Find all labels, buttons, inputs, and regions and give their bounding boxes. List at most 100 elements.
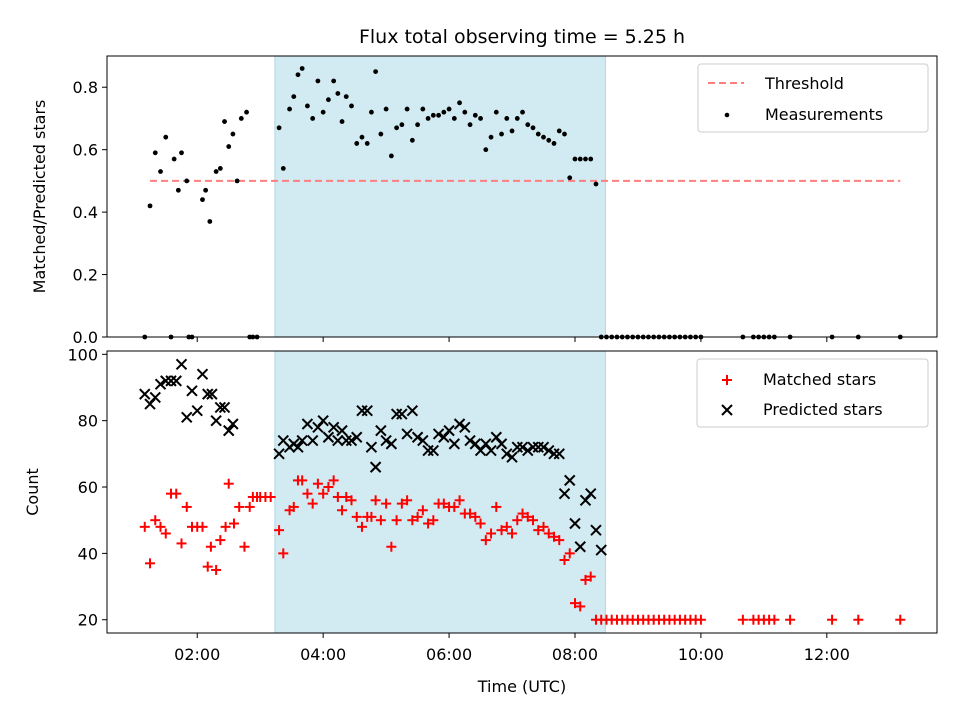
matched-star-point	[533, 525, 544, 536]
matched-star-point	[328, 475, 339, 486]
predicted-star-point	[448, 438, 461, 450]
predicted-star-point-b	[485, 444, 497, 457]
matched-star-point	[543, 528, 554, 539]
measurement-point	[530, 125, 536, 131]
y-tick-label: 40	[78, 544, 98, 563]
predicted-star-point-b	[340, 434, 352, 447]
matched-star-point	[402, 495, 413, 506]
measurement-point	[326, 97, 331, 103]
matched-star-point	[507, 528, 518, 539]
y-tick-label: 100	[67, 345, 98, 364]
predicted-star-point-b	[553, 448, 565, 460]
predicted-star-point	[301, 418, 314, 430]
predicted-star-point-b	[227, 418, 239, 430]
measurement-point	[310, 116, 316, 121]
measurement-point	[200, 197, 205, 203]
measurement-point	[226, 144, 232, 149]
predicted-star-point-b	[417, 434, 429, 447]
x-tick-label: 08:00	[552, 645, 598, 664]
measurement-point	[451, 116, 457, 121]
predicted-star-point	[401, 428, 413, 440]
predicted-star-point-b	[375, 424, 387, 437]
predicted-star-point-b	[385, 438, 398, 450]
predicted-star-point	[227, 418, 239, 430]
predicted-star-point	[464, 434, 476, 447]
predicted-star-point-b	[490, 431, 502, 443]
predicted-star-point	[506, 451, 518, 463]
top-legend: Threshold Measurements	[697, 63, 929, 133]
predicted-star-point	[432, 428, 445, 440]
matched-star-point	[288, 501, 299, 512]
measurement-point	[378, 131, 384, 137]
measurement-point	[562, 131, 567, 137]
measurement-point	[383, 106, 389, 112]
predicted-star-point-b	[292, 441, 304, 453]
matched-star-point	[332, 491, 343, 502]
top-panel: 0.00.20.40.60.8 Matched/Predicted stars …	[30, 55, 938, 347]
measurement-point	[152, 150, 158, 156]
measurement-point	[295, 72, 301, 78]
matched-star-point	[274, 525, 285, 536]
measurement-point	[163, 134, 169, 140]
x-tick-label: 04:00	[300, 645, 346, 664]
measurement-point	[359, 134, 365, 140]
measurement-point	[388, 153, 394, 159]
predicted-star-point-b	[223, 424, 235, 437]
predicted-star-point	[422, 444, 434, 457]
predicted-star-point-b	[154, 378, 167, 390]
matched-star-point	[323, 482, 334, 493]
measurement-point	[588, 156, 594, 162]
matched-star-point	[139, 521, 150, 532]
predicted-star-point-b	[411, 431, 424, 443]
predicted-star-point	[356, 405, 368, 417]
matched-star-point	[501, 521, 512, 532]
predicted-star-point	[564, 474, 576, 487]
measurement-point	[349, 103, 354, 109]
predicted-star-point	[154, 378, 167, 390]
matched-star-point	[554, 535, 565, 546]
predicted-star-point	[406, 405, 419, 417]
predicted-star-point	[202, 388, 214, 400]
matched-star-point	[428, 515, 439, 526]
predicted-star-point	[345, 434, 358, 447]
predicted-star-point	[214, 401, 227, 414]
measurement-point	[441, 109, 447, 115]
x-axis-label: Time (UTC)	[477, 677, 566, 696]
predicted-star-point	[196, 368, 209, 380]
measurement-point	[394, 125, 400, 131]
observing-window-band	[274, 350, 606, 634]
y-tick-label: 0.6	[73, 141, 98, 160]
top-y-axis-label: Matched/Predicted stars	[30, 100, 49, 294]
matched-star-point	[265, 491, 276, 502]
predicted-star-point	[191, 405, 203, 417]
matched-star-point	[234, 501, 245, 512]
predicted-star-point-b	[406, 405, 419, 417]
predicted-star-point-b	[170, 375, 182, 387]
matched-star-point	[517, 508, 528, 519]
predicted-star-point-b	[396, 408, 408, 420]
predicted-star-point	[537, 441, 550, 453]
measurement-point	[577, 156, 583, 162]
predicted-star-point-b	[273, 448, 285, 460]
matched-star-point	[228, 518, 239, 529]
predicted-star-point-b	[558, 487, 571, 500]
predicted-star-point-b	[191, 405, 203, 417]
matched-star-point	[278, 548, 289, 559]
predicted-star-point	[181, 411, 193, 424]
bottom-x-ticks: 02:00 04:00 06:00 08:00 10:00 12:00	[174, 633, 850, 664]
measurement-point	[399, 122, 405, 128]
measurement-point	[446, 106, 452, 112]
matched-star-point	[370, 495, 381, 506]
matched-star-point	[160, 528, 171, 539]
measurement-point	[404, 106, 410, 112]
matched-star-point	[239, 541, 250, 552]
measurement-point	[287, 106, 292, 112]
measurement-point	[369, 109, 374, 115]
matched-star-point	[391, 515, 402, 526]
measurement-point	[331, 78, 337, 84]
predicted-stars-points	[139, 358, 607, 556]
bottom-legend-box	[696, 358, 929, 428]
matched-star-point	[197, 521, 208, 532]
predicted-star-point	[317, 414, 329, 427]
